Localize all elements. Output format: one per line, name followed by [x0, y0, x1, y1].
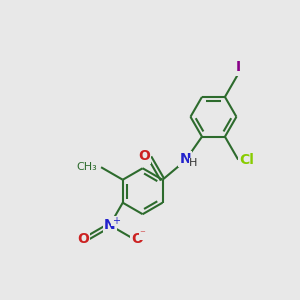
- Text: ⁻: ⁻: [140, 230, 146, 240]
- Text: Cl: Cl: [239, 153, 254, 166]
- Text: O: O: [138, 149, 150, 163]
- Text: I: I: [236, 61, 241, 74]
- Text: N: N: [179, 152, 191, 166]
- Text: +: +: [112, 216, 120, 226]
- Text: O: O: [77, 232, 89, 246]
- Text: H: H: [189, 158, 197, 168]
- Text: CH₃: CH₃: [77, 162, 98, 172]
- Text: N: N: [104, 218, 116, 232]
- Text: O: O: [131, 232, 143, 246]
